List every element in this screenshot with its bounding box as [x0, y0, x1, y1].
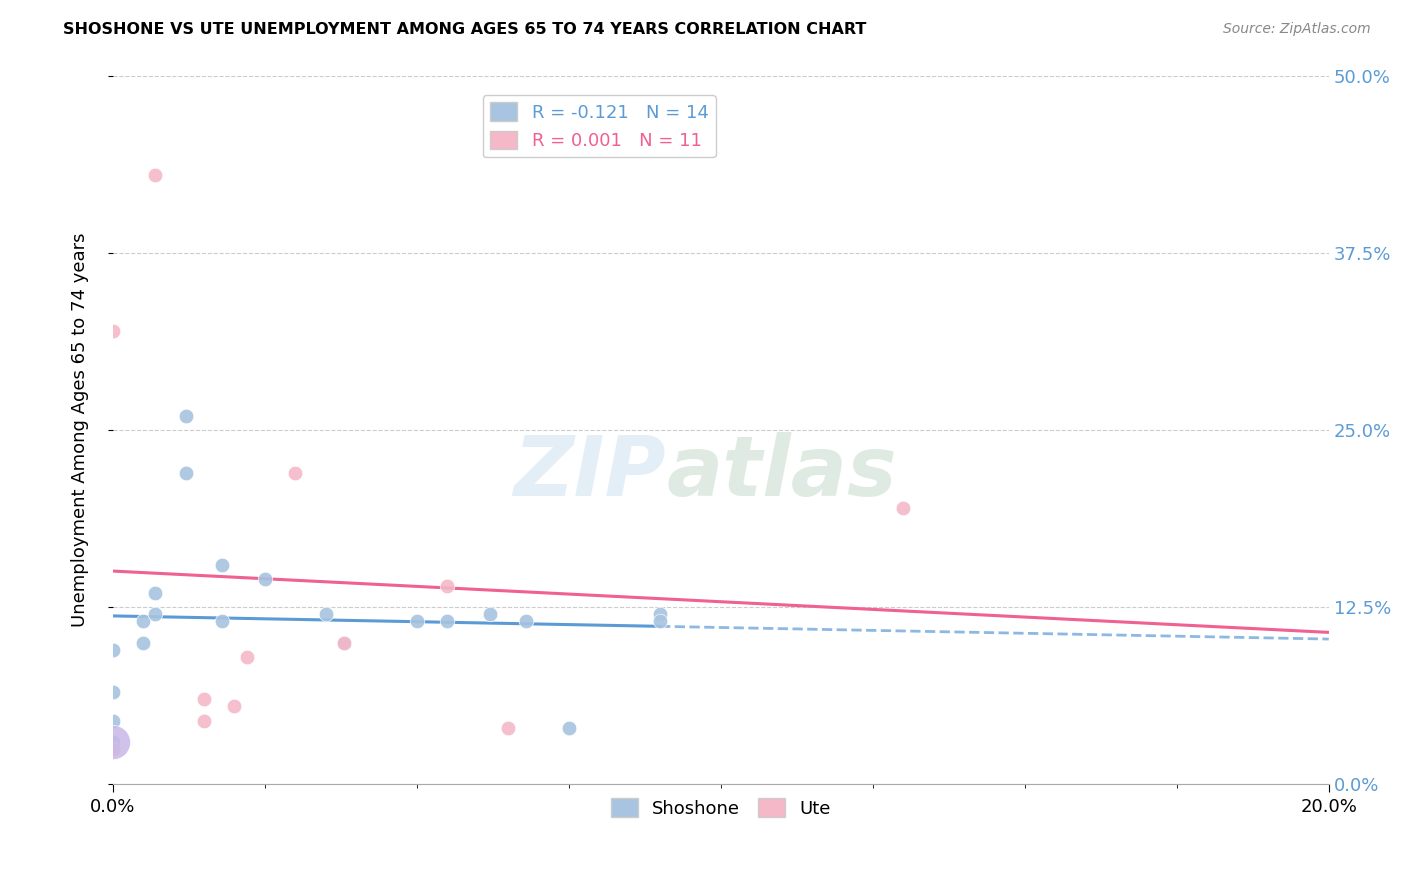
Point: [253, 572, 276, 586]
Point: [193, 692, 215, 706]
Point: [174, 409, 197, 423]
Point: [132, 635, 155, 649]
Point: [101, 742, 124, 756]
Point: [315, 607, 337, 622]
Point: [101, 324, 124, 338]
Point: [101, 714, 124, 728]
Point: [235, 649, 257, 664]
Point: [333, 635, 356, 649]
Point: [174, 466, 197, 480]
Point: [101, 735, 124, 749]
Point: [496, 721, 519, 735]
Text: atlas: atlas: [666, 432, 897, 513]
Point: [515, 615, 537, 629]
Point: [193, 714, 215, 728]
Point: [101, 735, 124, 749]
Point: [211, 558, 233, 572]
Point: [145, 607, 167, 622]
Point: [478, 607, 501, 622]
Point: [132, 615, 155, 629]
Point: [648, 615, 671, 629]
Point: [405, 615, 427, 629]
Y-axis label: Unemployment Among Ages 65 to 74 years: Unemployment Among Ages 65 to 74 years: [72, 233, 89, 627]
Point: [211, 615, 233, 629]
Point: [436, 579, 458, 593]
Text: SHOSHONE VS UTE UNEMPLOYMENT AMONG AGES 65 TO 74 YEARS CORRELATION CHART: SHOSHONE VS UTE UNEMPLOYMENT AMONG AGES …: [63, 22, 866, 37]
Point: [101, 642, 124, 657]
Point: [284, 466, 307, 480]
Legend: Shoshone, Ute: Shoshone, Ute: [603, 791, 838, 825]
Point: [333, 635, 356, 649]
Text: ZIP: ZIP: [513, 432, 666, 513]
Point: [101, 685, 124, 699]
Text: Source: ZipAtlas.com: Source: ZipAtlas.com: [1223, 22, 1371, 37]
Point: [145, 168, 167, 182]
Point: [648, 607, 671, 622]
Point: [145, 586, 167, 600]
Point: [558, 721, 581, 735]
Point: [436, 615, 458, 629]
Point: [224, 699, 246, 714]
Point: [891, 500, 914, 515]
